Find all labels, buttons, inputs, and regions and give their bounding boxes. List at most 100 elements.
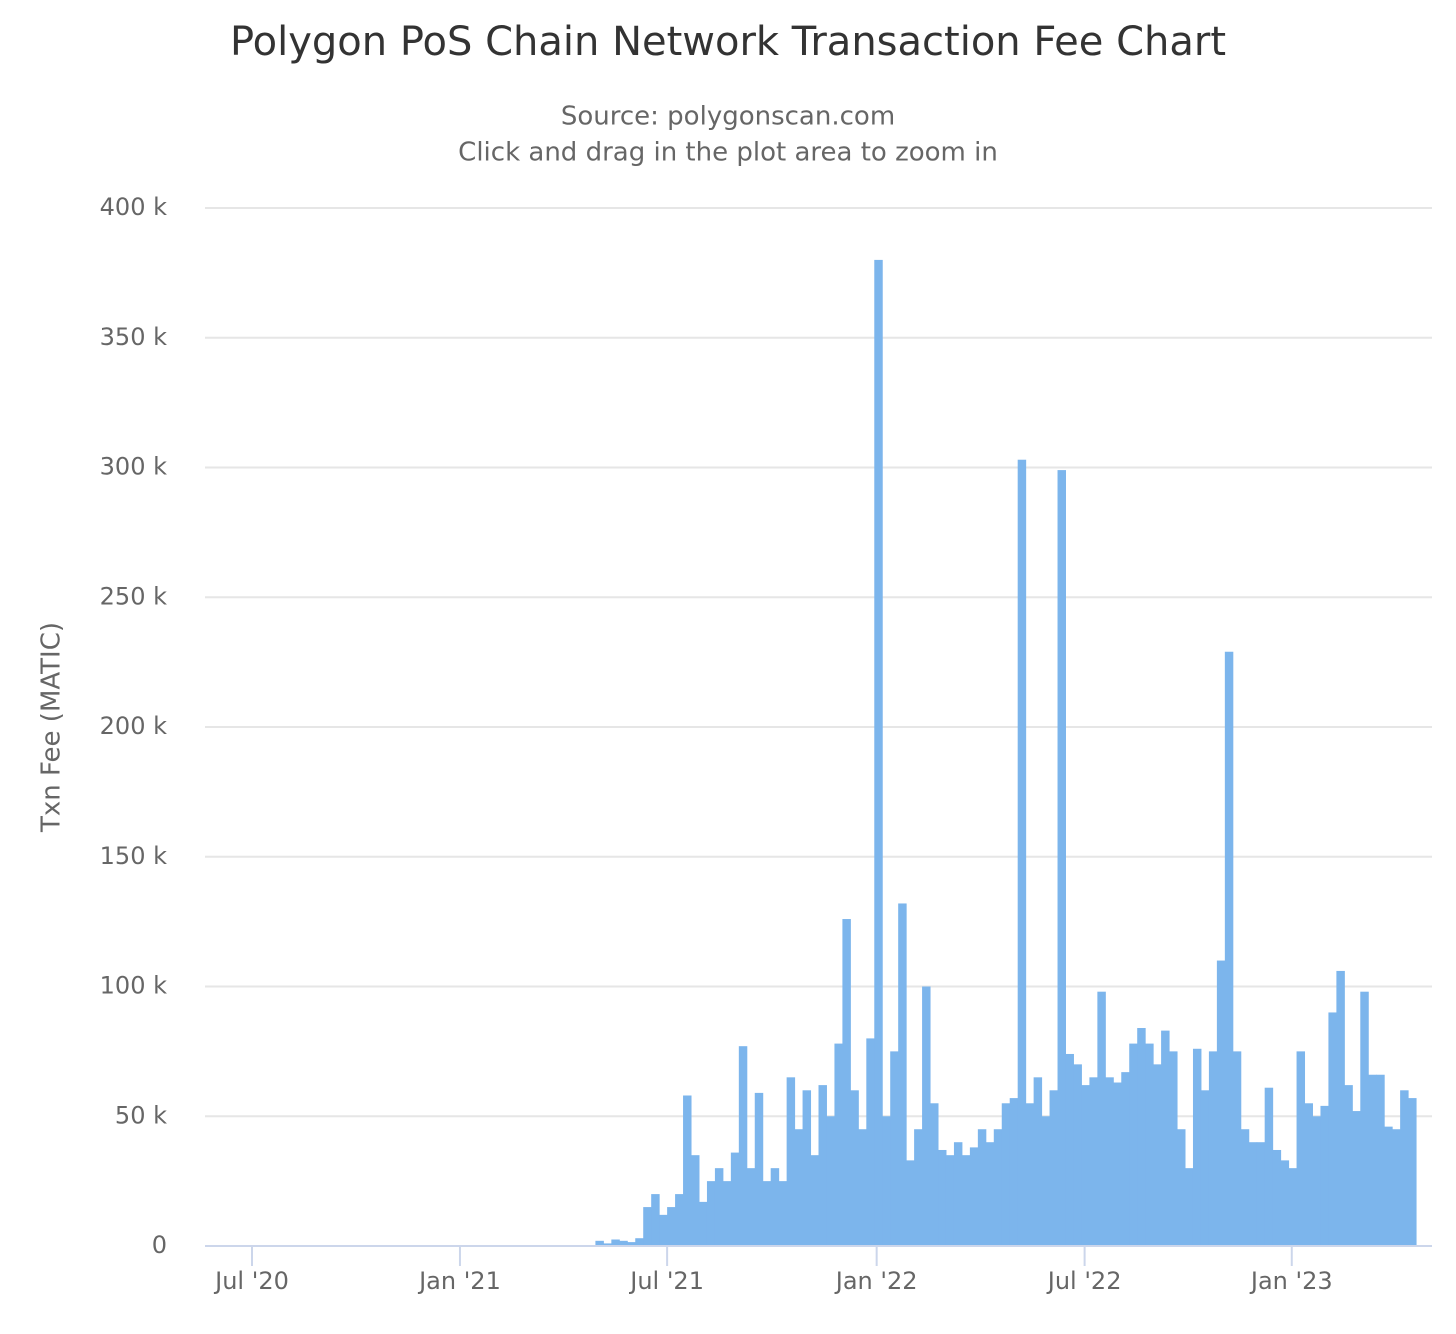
bar xyxy=(977,1129,987,1246)
bar xyxy=(762,1181,772,1246)
bar xyxy=(1153,1064,1162,1246)
bar xyxy=(794,1129,804,1246)
bar xyxy=(810,1155,819,1246)
x-tick-label: Jan '22 xyxy=(834,1267,918,1295)
bar xyxy=(906,1160,915,1246)
y-axis-title: Txn Fee (MATIC) xyxy=(37,622,67,833)
bar xyxy=(1033,1077,1043,1246)
bar xyxy=(1312,1116,1321,1246)
bar xyxy=(1296,1051,1306,1246)
bar xyxy=(945,1155,955,1246)
bar xyxy=(961,1155,971,1246)
y-tick-label: 400 k xyxy=(100,193,167,221)
bar xyxy=(706,1181,716,1246)
bar xyxy=(611,1239,620,1246)
bar xyxy=(1384,1126,1393,1246)
bar xyxy=(746,1168,756,1246)
bar xyxy=(818,1085,827,1246)
y-tick-label: 250 k xyxy=(100,582,167,610)
bar xyxy=(738,1046,748,1246)
bar xyxy=(1336,970,1345,1246)
y-tick-label: 0 xyxy=(152,1231,167,1259)
bar xyxy=(1256,1142,1266,1246)
bar xyxy=(1264,1087,1274,1246)
bar xyxy=(953,1142,963,1246)
bar xyxy=(595,1240,604,1246)
bar xyxy=(866,1038,875,1246)
bar xyxy=(1200,1090,1210,1246)
bar xyxy=(754,1092,764,1246)
bar xyxy=(890,1051,899,1246)
bar xyxy=(1161,1030,1170,1246)
bar xyxy=(826,1116,835,1246)
bar xyxy=(1073,1064,1082,1246)
x-tick-label: Jul '21 xyxy=(628,1267,704,1295)
bar xyxy=(898,903,907,1246)
bar xyxy=(667,1207,676,1246)
bar xyxy=(1400,1090,1409,1246)
bar xyxy=(1392,1129,1401,1246)
bar xyxy=(730,1152,740,1246)
bar xyxy=(1041,1116,1051,1246)
bar xyxy=(1216,960,1226,1246)
y-tick-label: 350 k xyxy=(100,323,167,351)
bar xyxy=(985,1142,995,1246)
bar xyxy=(683,1095,692,1246)
bar xyxy=(778,1181,788,1246)
bar xyxy=(1049,1090,1059,1246)
bar xyxy=(1376,1074,1385,1246)
bar xyxy=(882,1116,891,1246)
x-tick-label: Jul '22 xyxy=(1046,1267,1122,1295)
y-tick-label: 50 k xyxy=(115,1101,167,1129)
bar xyxy=(1240,1129,1250,1246)
bar xyxy=(1408,1098,1417,1246)
bar xyxy=(850,1090,859,1246)
bar xyxy=(1288,1168,1298,1246)
bar xyxy=(858,1129,867,1246)
bar xyxy=(627,1242,636,1246)
bar xyxy=(1113,1082,1122,1246)
bar xyxy=(651,1194,660,1246)
bar xyxy=(1368,1074,1377,1246)
chart-subtitle: Source: polygonscan.com xyxy=(561,102,895,132)
bar xyxy=(802,1090,812,1246)
y-tick-label: 150 k xyxy=(100,842,167,870)
bar xyxy=(1129,1043,1138,1246)
bar xyxy=(1057,470,1066,1247)
y-tick-label: 100 k xyxy=(100,972,167,1000)
bar xyxy=(659,1214,668,1246)
x-tick-label: Jan '21 xyxy=(417,1267,501,1295)
bar xyxy=(842,919,851,1246)
bar xyxy=(691,1155,700,1246)
bar xyxy=(675,1194,684,1246)
bar xyxy=(834,1043,843,1246)
bar xyxy=(1328,1012,1337,1246)
x-tick-label: Jan '23 xyxy=(1249,1267,1333,1295)
bar xyxy=(1320,1105,1329,1246)
bar xyxy=(1145,1043,1154,1246)
bar xyxy=(938,1149,947,1246)
bar xyxy=(1360,991,1369,1246)
bar xyxy=(1169,1051,1178,1246)
bar xyxy=(1081,1085,1090,1246)
bar xyxy=(1177,1129,1186,1246)
bar xyxy=(1097,991,1106,1246)
bar xyxy=(1352,1111,1361,1246)
bar xyxy=(1105,1077,1114,1246)
bar xyxy=(1344,1085,1353,1246)
bar xyxy=(714,1168,724,1246)
x-tick-label: Jul '20 xyxy=(213,1267,289,1295)
bar xyxy=(1224,651,1234,1246)
bar xyxy=(1025,1103,1035,1246)
bar xyxy=(1232,1051,1242,1246)
bar xyxy=(786,1077,796,1246)
bar xyxy=(1017,459,1027,1247)
bar xyxy=(874,259,883,1246)
bar xyxy=(619,1240,628,1246)
bar xyxy=(770,1168,780,1246)
chart-title: Polygon PoS Chain Network Transaction Fe… xyxy=(230,19,1226,65)
bar xyxy=(1001,1103,1011,1246)
bar xyxy=(1280,1160,1290,1246)
chart-subtitle: Click and drag in the plot area to zoom … xyxy=(458,138,998,168)
